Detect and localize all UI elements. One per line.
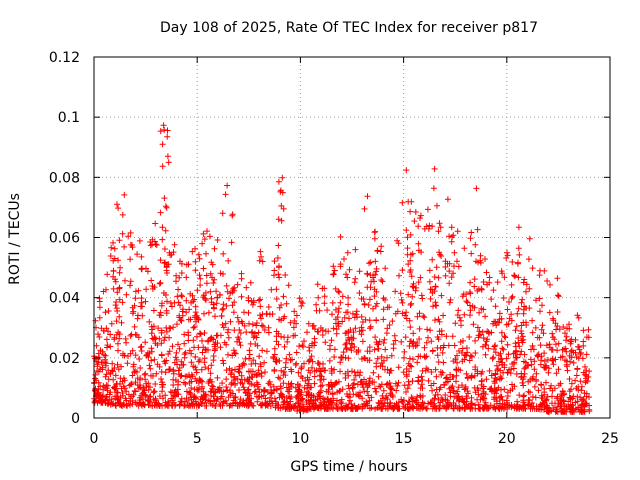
roti-points xyxy=(91,122,593,415)
data-points xyxy=(91,122,593,415)
x-tick-label: 15 xyxy=(395,431,413,447)
x-tick-label: 20 xyxy=(498,431,516,447)
chart-title: Day 108 of 2025, Rate Of TEC Index for r… xyxy=(160,20,538,36)
y-tick-label: 0.12 xyxy=(49,50,80,66)
y-axis-label: ROTI / TECUs xyxy=(7,193,23,285)
x-axis-label: GPS time / hours xyxy=(290,459,407,475)
y-tick-label: 0 xyxy=(71,411,80,427)
grid-lines xyxy=(94,57,610,418)
y-tick-label: 0.1 xyxy=(58,110,80,126)
x-tick-label: 10 xyxy=(291,431,309,447)
x-tick-label: 5 xyxy=(193,431,202,447)
y-tick-label: 0.02 xyxy=(49,351,80,367)
y-tick-label: 0.06 xyxy=(49,231,80,247)
plot-frame xyxy=(93,56,611,419)
y-tick-label: 0.08 xyxy=(49,170,80,186)
x-tick-label: 25 xyxy=(601,431,619,447)
y-tick-label: 0.04 xyxy=(49,291,80,307)
x-axis: 0 5 10 15 20 25 xyxy=(90,57,619,447)
x-tick-label: 0 xyxy=(90,431,99,447)
y-axis: 0 0.02 0.04 0.06 0.08 0.1 0.12 xyxy=(49,50,610,427)
